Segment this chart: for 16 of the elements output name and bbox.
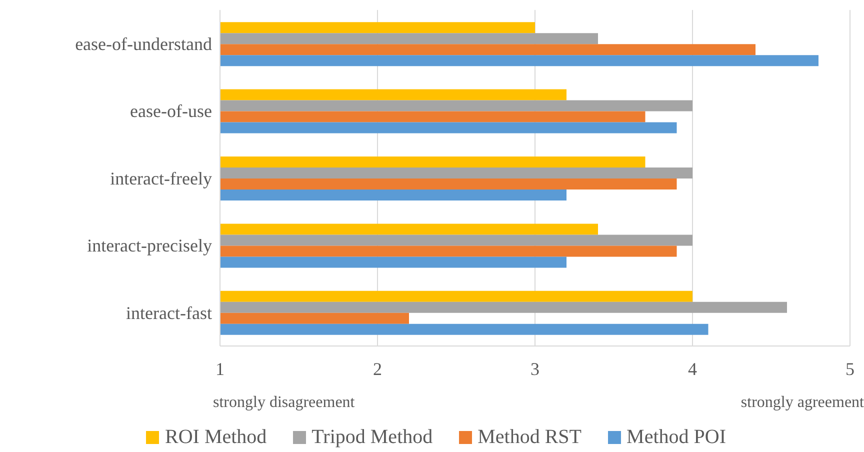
y-tick-label: interact-fast xyxy=(126,302,212,323)
y-tick-label: ease-of-understand xyxy=(75,34,212,54)
legend-label: Method POI xyxy=(626,426,726,449)
text: strongly disagreement xyxy=(213,394,355,412)
legend-label: Tripod Method xyxy=(312,426,433,449)
x-tick-label: 3 xyxy=(530,358,540,379)
y-tick-label: interact-freely xyxy=(110,168,212,188)
x-tick-label: 2 xyxy=(373,358,382,379)
legend-label: Method RST xyxy=(478,426,582,449)
x-tick-label: 1 xyxy=(216,358,224,379)
x-tick-label: 5 xyxy=(846,358,854,379)
legend-label: ROI Method xyxy=(165,426,267,449)
x-tick-label: 4 xyxy=(688,358,697,379)
y-tick-label: interact-precisely xyxy=(87,236,212,256)
text: strongly agreement xyxy=(740,394,864,412)
y-tick-label: ease-of-use xyxy=(130,101,212,122)
